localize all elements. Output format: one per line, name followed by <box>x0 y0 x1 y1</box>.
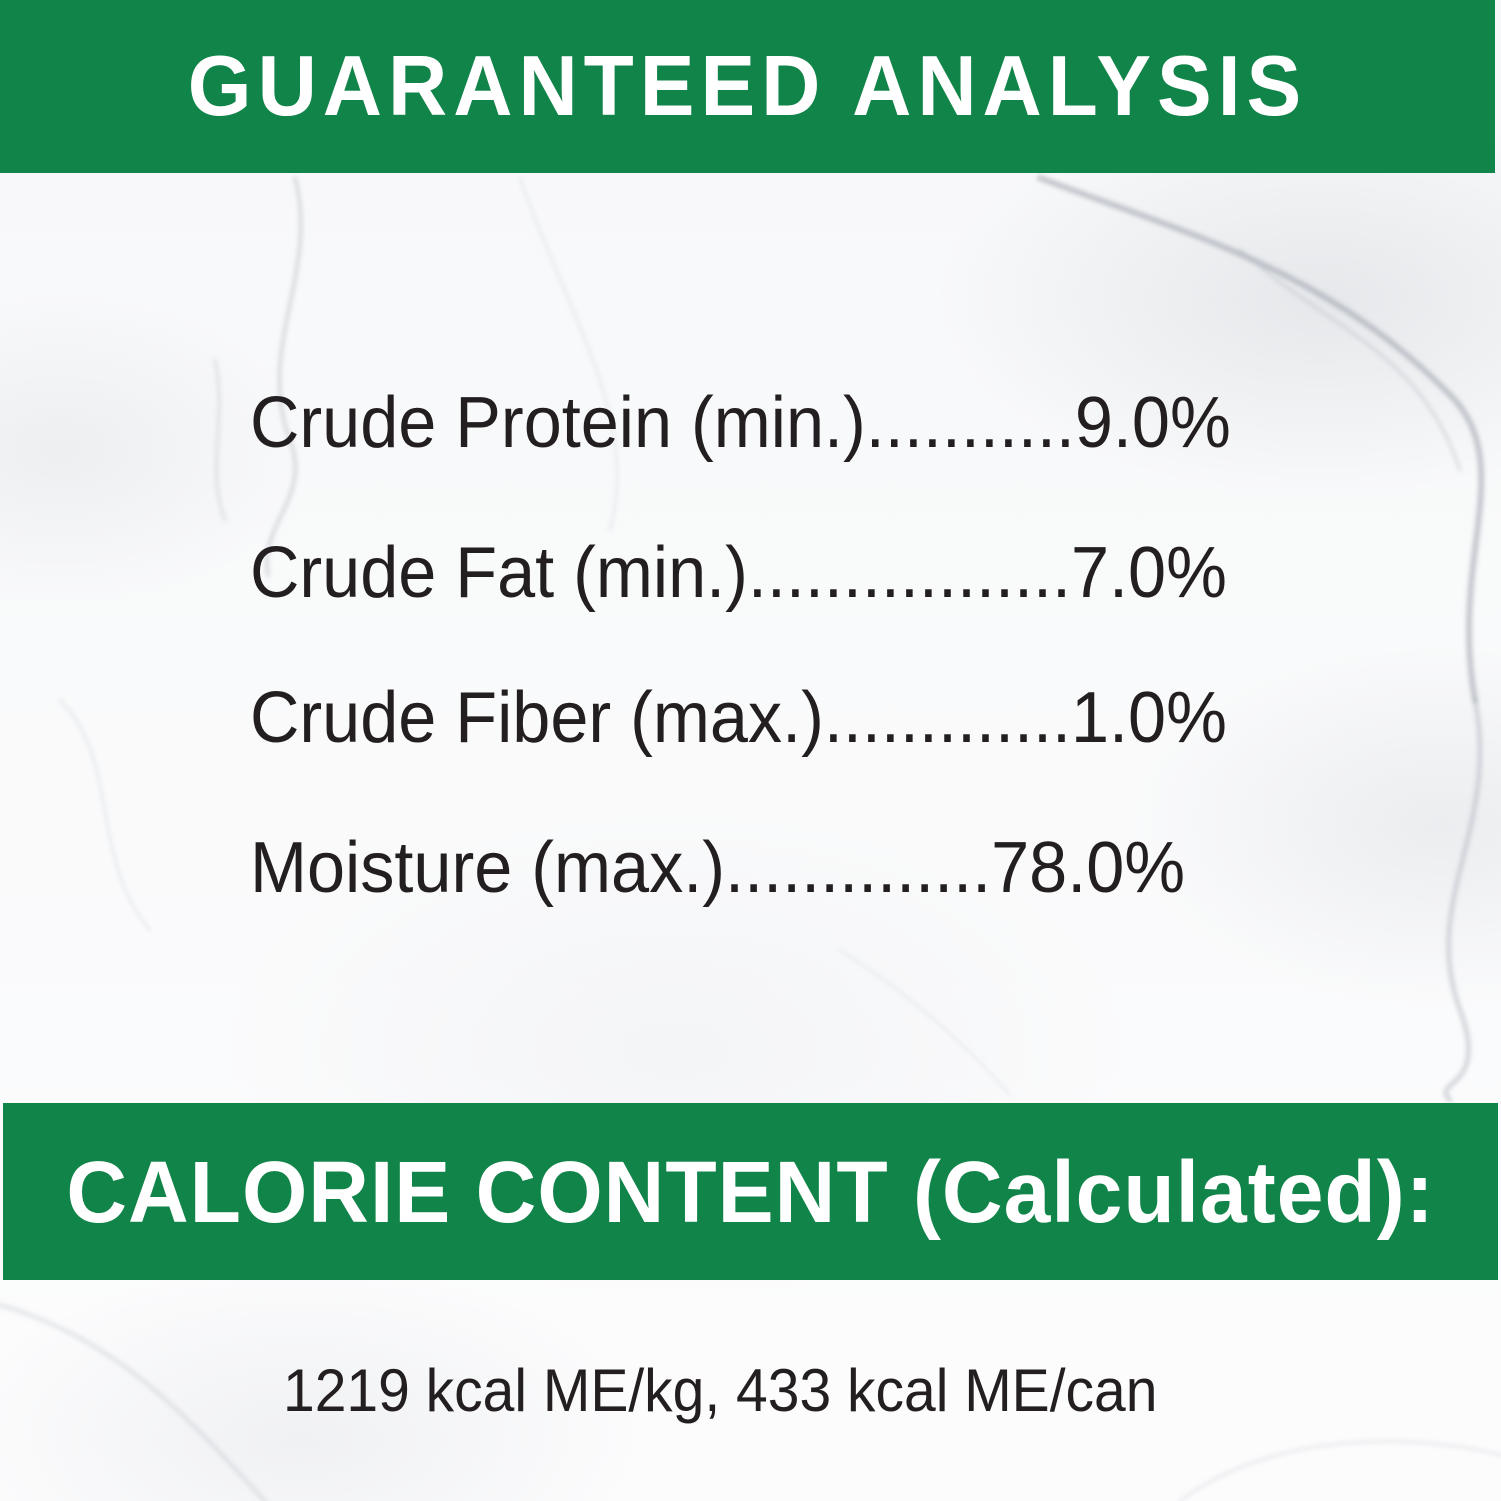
nutrient-label: Crude Protein (min.) <box>250 383 866 463</box>
analysis-row-crude-fat: Crude Fat (min.).................7.0% <box>250 537 1227 609</box>
nutrient-value: 1.0% <box>1070 678 1227 758</box>
dot-leader: ............. <box>823 678 1071 758</box>
nutrient-label: Crude Fat (min.) <box>250 533 748 613</box>
nutrient-label: Moisture (max.) <box>250 828 726 908</box>
analysis-row-crude-protein: Crude Protein (min.)...........9.0% <box>250 387 1231 459</box>
nutrient-label: Crude Fiber (max.) <box>250 678 824 758</box>
calorie-content-title: CALORIE CONTENT (Calculated): <box>66 1142 1435 1241</box>
dot-leader: ................. <box>747 533 1071 613</box>
calorie-content-value: 1219 kcal ME/kg, 433 kcal ME/can <box>283 1357 1158 1424</box>
nutrient-value: 78.0% <box>991 828 1186 908</box>
calorie-content-banner: CALORIE CONTENT (Calculated): <box>3 1103 1498 1280</box>
analysis-row-crude-fiber: Crude Fiber (max.).............1.0% <box>250 682 1227 754</box>
dot-leader: ........... <box>865 383 1075 463</box>
guaranteed-analysis-banner: GUARANTEED ANALYSIS <box>0 0 1495 173</box>
guaranteed-analysis-title: GUARANTEED ANALYSIS <box>187 38 1308 134</box>
dot-leader: .............. <box>725 828 992 908</box>
nutrient-value: 7.0% <box>1070 533 1227 613</box>
analysis-row-moisture: Moisture (max.)..............78.0% <box>250 832 1185 904</box>
nutrient-value: 9.0% <box>1074 383 1231 463</box>
